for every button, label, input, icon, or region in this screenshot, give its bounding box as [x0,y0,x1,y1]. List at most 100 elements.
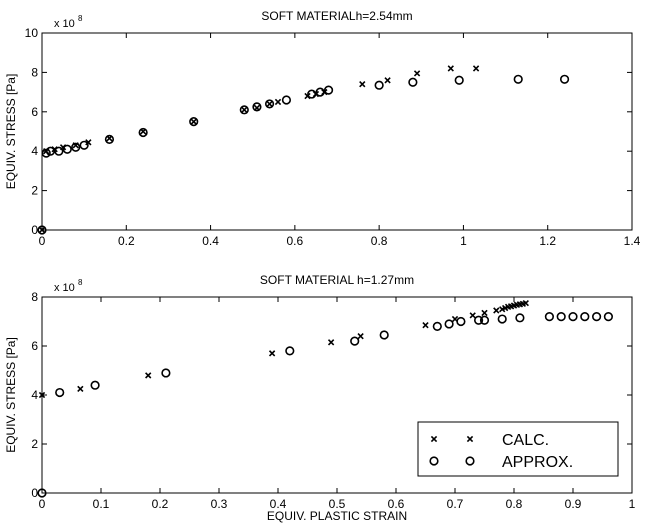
data-point-o [580,312,590,322]
chart-title: SOFT MATERIAL h=1.27mm [260,273,414,287]
x-tick-label: 0.7 [447,497,464,511]
x-tick-label: 1 [629,497,636,511]
legend-label: CALC. [502,432,549,449]
data-point-x [469,312,476,319]
data-point-o [79,140,89,150]
legend-box [417,421,619,477]
data-point-x [190,118,197,125]
y-tick-label: 4 [31,388,38,402]
data-point-x [274,98,282,106]
data-point-x [359,81,366,88]
x-tick-label: 0.8 [506,497,523,511]
data-point-o [62,144,72,154]
data-point-o [444,319,454,329]
data-point-o [189,117,199,127]
data-point-x [522,299,529,307]
data-point-o [138,127,148,138]
data-point-x [38,391,46,399]
plot-frame [41,32,633,231]
data-point-o [323,85,334,95]
y-tick-label: 8 [31,65,38,79]
x-tick-label: 0 [39,497,46,511]
x-tick-label: 0.8 [371,234,388,248]
y-tick-label: 0 [31,223,38,237]
y-tick-label: 4 [31,144,38,158]
x-axis-label: EQUIV. PLASTIC STRAIN [267,509,407,523]
legend-marker-x [430,435,438,443]
data-point-x [357,333,364,340]
data-point-o [379,330,389,340]
y-exponent: 8 [78,14,83,23]
data-point-x [77,385,84,393]
data-point-o [374,80,384,90]
x-tick-label: 0.4 [202,234,219,248]
y-tick-label: 10 [25,26,39,40]
data-point-o [556,312,566,322]
data-point-o [281,95,292,105]
data-point-o [71,142,81,152]
data-point-o [264,99,275,109]
x-tick-label: 0.4 [270,497,287,511]
legend-marker-x [466,435,474,443]
x-tick-label: 1.4 [624,234,641,248]
x-tick-label: 1.2 [539,234,556,248]
data-point-o [161,368,171,378]
data-point-o [37,225,47,235]
data-point-o [239,105,249,115]
data-point-o [559,74,570,84]
y-multiplier: x 10 [54,282,75,294]
x-tick-label: 0.2 [118,234,135,248]
data-point-x [422,322,429,329]
data-point-x [447,65,454,72]
data-point-x [481,309,488,317]
legend-marker-o [429,456,439,466]
data-point-x [145,372,152,379]
data-point-x [85,139,92,146]
data-point-o [603,312,614,322]
chart-title: SOFT MATERIALh=2.54mm [261,9,412,23]
data-point-o [307,89,317,99]
data-point-o [432,321,442,332]
data-point-o [104,134,115,144]
x-tick-label: 0.6 [388,497,405,511]
data-point-o [474,315,484,325]
y-tick-label: 6 [31,339,38,353]
x-tick-label: 0 [39,234,46,248]
data-point-o [544,312,555,322]
data-point-x [472,65,480,72]
data-point-o [456,316,466,327]
data-point-x [266,100,273,108]
legend-marker-o [465,456,475,466]
data-point-x [268,350,276,357]
x-tick-label: 0.1 [93,497,110,511]
data-point-o [37,488,47,498]
data-point-x [38,226,46,234]
data-point-o [479,315,490,325]
y-tick-label: 2 [31,184,38,198]
data-point-o [55,387,65,398]
data-point-o [568,312,578,322]
y-multiplier: x 10 [54,18,75,30]
data-point-o [515,313,525,323]
y-exponent: 8 [78,278,83,287]
y-tick-label: 2 [31,437,38,451]
data-point-x [327,339,335,346]
data-point-x [413,70,421,77]
data-point-x [384,77,391,84]
data-point-o [315,87,325,97]
data-point-o [513,74,523,84]
data-point-x [493,307,500,314]
y-axis-label: EQUIV. STRESS [Pa] [4,74,18,190]
data-point-o [252,102,262,112]
x-tick-label: 0.9 [565,497,582,511]
data-point-o [408,77,418,87]
data-point-o [45,146,56,156]
legend-label: APPROX. [502,454,573,471]
x-tick-label: 1 [460,234,467,248]
y-tick-label: 0 [31,486,38,500]
data-point-o [454,75,464,85]
x-tick-label: 0.6 [287,234,304,248]
y-tick-label: 8 [31,290,38,304]
data-point-o [285,346,295,356]
